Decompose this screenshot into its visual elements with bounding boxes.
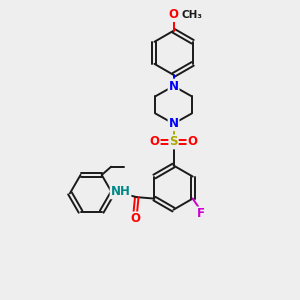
Text: CH₃: CH₃ (182, 10, 203, 20)
Text: S: S (169, 135, 178, 148)
Text: F: F (197, 207, 205, 220)
Text: O: O (188, 135, 198, 148)
Text: N: N (169, 80, 178, 93)
Text: N: N (169, 117, 178, 130)
Text: O: O (169, 8, 178, 21)
Text: NH: NH (111, 185, 130, 198)
Text: O: O (149, 135, 159, 148)
Text: O: O (130, 212, 140, 225)
